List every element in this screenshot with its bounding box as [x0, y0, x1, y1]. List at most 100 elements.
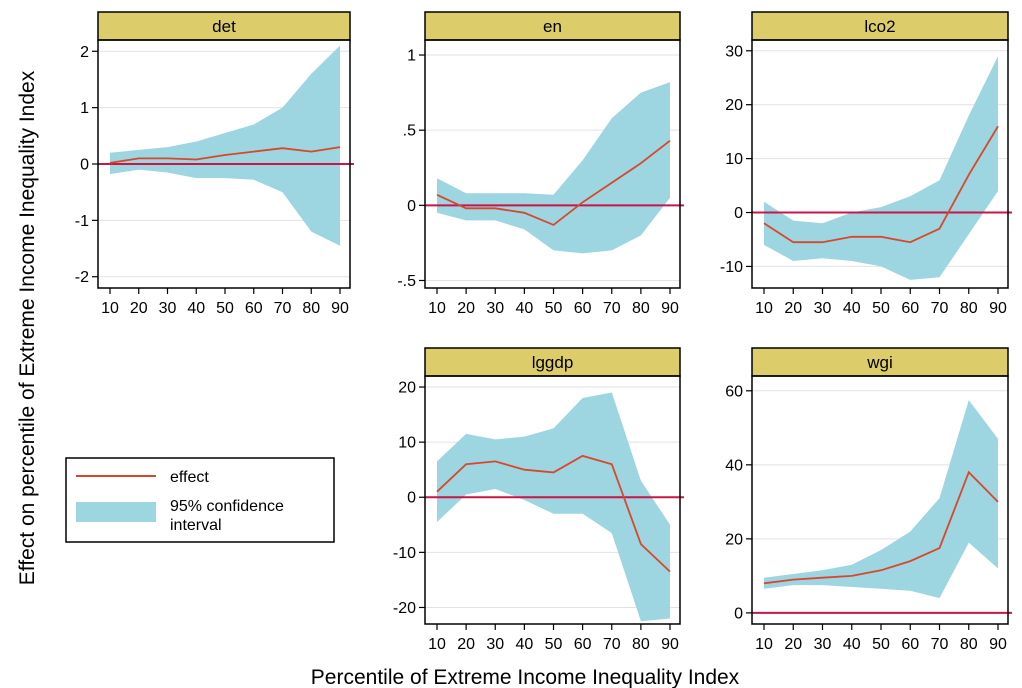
- plot-frame-wgi: [751, 375, 1009, 625]
- xtick-label-det-6: 70: [274, 300, 292, 317]
- xtick-label-det-8: 90: [331, 300, 349, 317]
- ytick-label-det-3: -1: [75, 213, 89, 230]
- ytick-label-wgi-2: 20: [725, 531, 743, 548]
- panel-title-lggdp: lggdp: [532, 353, 574, 372]
- xtick-label-wgi-6: 70: [931, 636, 949, 653]
- panel-title-bar-en: [424, 11, 681, 41]
- xtick-label-wgi-8: 90: [989, 636, 1007, 653]
- panel-lco2: lco2 30 20 10 0 -10 10 20 30 40 50 60 70 80 90: [720, 11, 1012, 317]
- xtick-label-wgi-0: 10: [755, 636, 773, 653]
- xtick-label-en-5: 60: [574, 300, 592, 317]
- effect-line-det: [109, 146, 341, 164]
- legend: effect 95% confidence interval: [65, 457, 335, 543]
- effect-line-lco2: [763, 125, 999, 244]
- ytick-label-en-2: 0: [407, 198, 416, 215]
- ytick-label-lco2-0: 30: [725, 43, 743, 60]
- ytick-label-en-1: .5: [403, 123, 416, 140]
- xtick-label-det-7: 80: [302, 300, 320, 317]
- xtick-label-lco2-6: 70: [931, 300, 949, 317]
- ytick-label-wgi-3: 0: [734, 605, 743, 622]
- xtick-label-wgi-5: 60: [901, 636, 919, 653]
- xtick-label-en-3: 40: [515, 300, 533, 317]
- ytick-label-lco2-2: 10: [725, 151, 743, 168]
- xtick-label-det-5: 60: [245, 300, 263, 317]
- panel-title-bar-det: [97, 11, 351, 41]
- panel-title-det: det: [212, 17, 236, 36]
- panel-lggdp: lggdp 20 10 0 -10 -20 10 20 30 40 50 60 70 80 90: [393, 347, 684, 653]
- ytick-label-lggdp-4: -20: [393, 600, 416, 617]
- panel-title-bar-lggdp: [424, 347, 681, 377]
- ytick-label-det-1: 1: [80, 100, 89, 117]
- xtick-label-lggdp-6: 70: [603, 636, 621, 653]
- ci-band-det: [110, 45, 340, 246]
- plot-frame-en: [424, 39, 681, 289]
- xtick-label-lco2-0: 10: [755, 300, 773, 317]
- xtick-label-lggdp-7: 80: [632, 636, 650, 653]
- effect-line-lggdp: [436, 454, 671, 573]
- ci-band-wgi: [764, 400, 998, 599]
- xtick-label-lco2-3: 40: [843, 300, 861, 317]
- legend-effect-label: effect: [170, 469, 209, 486]
- xtick-label-en-4: 50: [545, 300, 563, 317]
- xtick-label-lggdp-8: 90: [661, 636, 679, 653]
- xtick-label-en-1: 20: [457, 300, 475, 317]
- ci-band-en: [437, 82, 670, 254]
- xtick-label-lco2-8: 90: [989, 300, 1007, 317]
- ytick-label-det-2: 0: [80, 157, 89, 174]
- xtick-label-det-2: 30: [159, 300, 177, 317]
- xtick-label-det-3: 40: [187, 300, 205, 317]
- xtick-label-lggdp-1: 20: [457, 636, 475, 653]
- panel-title-en: en: [543, 17, 562, 36]
- xtick-label-en-6: 70: [603, 300, 621, 317]
- panel-title-lco2: lco2: [864, 17, 895, 36]
- panel-title-bar-lco2: [751, 11, 1009, 41]
- xtick-label-wgi-1: 20: [784, 636, 802, 653]
- panel-wgi: wgi 60 40 20 0 10 20 30 40 50 60 70 80 90: [725, 347, 1012, 653]
- ytick-label-en-3: -.5: [397, 273, 416, 290]
- legend-ci-label-line2: interval: [170, 517, 222, 534]
- plot-frame-lco2: [751, 39, 1009, 289]
- xtick-label-wgi-7: 80: [960, 636, 978, 653]
- plot-frame-lggdp: [424, 375, 681, 625]
- ytick-label-det-4: -2: [75, 269, 89, 286]
- xtick-label-lggdp-2: 30: [486, 636, 504, 653]
- xtick-label-lco2-5: 60: [901, 300, 919, 317]
- ci-band-lggdp: [437, 392, 670, 622]
- xtick-label-en-0: 10: [428, 300, 446, 317]
- ytick-label-lggdp-3: -10: [393, 545, 416, 562]
- ytick-label-lggdp-2: 0: [407, 490, 416, 507]
- xtick-label-lggdp-3: 40: [515, 636, 533, 653]
- panel-en: en 1 .5 0 -.5 10 20 30 40 50 60 70 80 90: [397, 11, 684, 317]
- y-axis-title: Effect on percentile of Extreme Income I…: [16, 70, 39, 585]
- xtick-label-wgi-4: 50: [872, 636, 890, 653]
- xtick-label-lco2-1: 20: [784, 300, 802, 317]
- ytick-label-lggdp-0: 20: [398, 380, 416, 397]
- ytick-label-lco2-1: 20: [725, 97, 743, 114]
- legend-ci-label-line1: 95% confidence: [170, 498, 284, 515]
- ytick-label-wgi-0: 60: [725, 383, 743, 400]
- ytick-label-en-0: 1: [407, 48, 416, 65]
- panel-title-wgi: wgi: [866, 353, 893, 372]
- ytick-label-det-0: 2: [80, 44, 89, 61]
- effect-line-en: [436, 139, 671, 226]
- x-axis-title: Percentile of Extreme Income Inequality …: [311, 666, 740, 688]
- legend-box: [65, 457, 335, 543]
- effect-line-wgi: [763, 470, 999, 585]
- xtick-label-lggdp-5: 60: [574, 636, 592, 653]
- legend-ci-swatch: [76, 502, 156, 522]
- xtick-label-lco2-4: 50: [872, 300, 890, 317]
- xtick-label-lco2-7: 80: [960, 300, 978, 317]
- xtick-label-det-4: 50: [216, 300, 234, 317]
- xtick-label-det-0: 10: [101, 300, 119, 317]
- xtick-label-wgi-3: 40: [843, 636, 861, 653]
- ytick-label-lco2-4: -10: [720, 259, 743, 276]
- ytick-label-lco2-3: 0: [734, 205, 743, 222]
- xtick-label-det-1: 20: [130, 300, 148, 317]
- xtick-label-wgi-2: 30: [814, 636, 832, 653]
- ytick-label-lggdp-1: 10: [398, 435, 416, 452]
- xtick-label-lggdp-4: 50: [545, 636, 563, 653]
- xtick-label-en-8: 90: [661, 300, 679, 317]
- xtick-label-en-2: 30: [486, 300, 504, 317]
